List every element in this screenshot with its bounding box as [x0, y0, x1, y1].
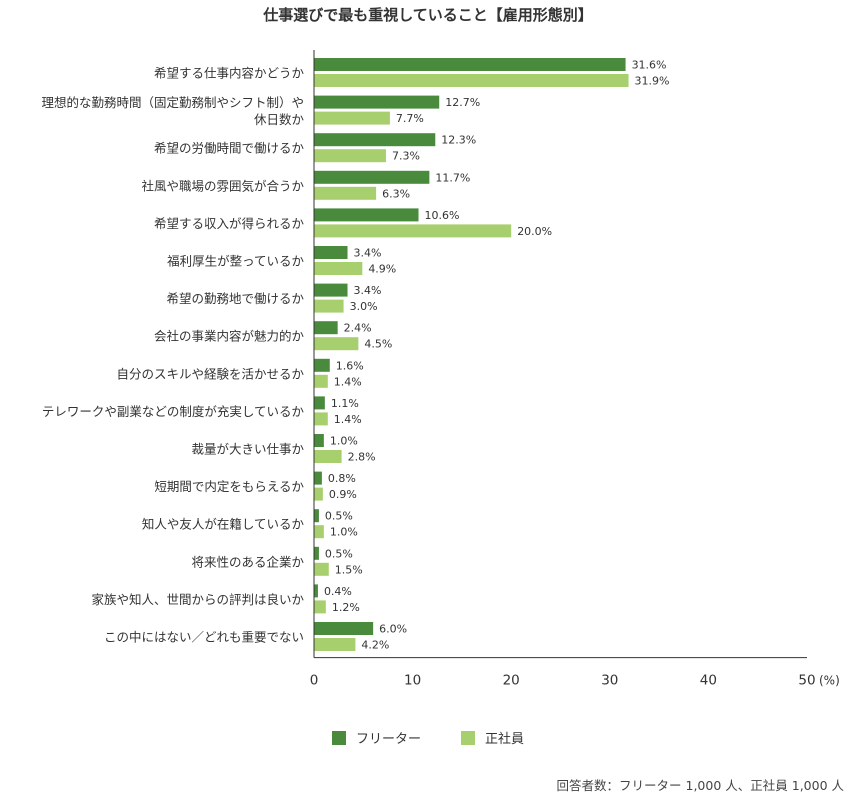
x-tick-label-5: 50 — [798, 673, 815, 689]
category-label-15: この中にはない／どれも重要でない — [104, 630, 304, 645]
category-label-11: 短期間で内定をもらえるか — [154, 479, 304, 494]
bar-freeter-7 — [314, 321, 338, 335]
legend: フリーター 正社員 — [0, 728, 856, 747]
x-tick-label-2: 20 — [503, 673, 520, 689]
bar-freeter-6 — [314, 283, 348, 297]
bar-freeter-14 — [314, 584, 318, 598]
data-label-seishain-6: 3.0% — [350, 300, 378, 313]
data-label-seishain-2: 7.3% — [392, 150, 420, 163]
data-label-freeter-5: 3.4% — [354, 247, 382, 260]
category-label-14: 家族や知人、世間からの評判は良いか — [91, 592, 304, 607]
data-label-seishain-3: 6.3% — [382, 187, 410, 200]
bar-seishain-10 — [314, 450, 342, 463]
x-unit-label: (%) — [819, 674, 840, 688]
x-tick-label-3: 30 — [601, 673, 618, 689]
bar-freeter-11 — [314, 471, 322, 485]
chart-title: 仕事選びで最も重視していること【雇用形態別】 — [263, 6, 593, 24]
category-label-9: テレワークや副業などの制度が充実しているか — [42, 404, 305, 419]
data-label-freeter-13: 0.5% — [325, 547, 353, 560]
data-label-freeter-0: 31.6% — [632, 59, 667, 72]
data-label-seishain-14: 1.2% — [332, 601, 360, 614]
legend-label-seishain: 正社員 — [485, 732, 525, 747]
data-label-seishain-11: 0.9% — [329, 488, 357, 501]
category-label-8: 自分のスキルや経験を活かせるか — [116, 366, 304, 381]
category-label-3: 社風や職場の雰囲気が合うか — [141, 178, 304, 193]
data-label-freeter-10: 1.0% — [330, 435, 358, 448]
bar-seishain-3 — [314, 186, 377, 200]
bar-seishain-6 — [314, 299, 344, 313]
data-label-freeter-9: 1.1% — [331, 397, 359, 410]
data-label-seishain-0: 31.9% — [635, 75, 670, 88]
bar-seishain-13 — [314, 562, 329, 576]
bar-freeter-10 — [314, 434, 324, 447]
x-tick-label-4: 40 — [700, 673, 717, 689]
bar-freeter-13 — [314, 546, 319, 560]
legend-item-seishain: 正社員 — [461, 728, 524, 747]
data-label-seishain-4: 20.0% — [517, 225, 552, 238]
category-label-10: 裁量が大きい仕事か — [191, 442, 304, 457]
bar-freeter-5 — [314, 246, 348, 259]
data-label-freeter-12: 0.5% — [325, 510, 353, 523]
bar-freeter-9 — [314, 396, 325, 410]
legend-swatch-seishain — [461, 730, 475, 745]
bar-freeter-8 — [314, 358, 330, 372]
data-label-freeter-11: 0.8% — [328, 472, 356, 485]
x-tick-label-1: 10 — [404, 673, 421, 689]
bar-freeter-15 — [314, 622, 374, 635]
data-label-seishain-13: 1.5% — [335, 563, 363, 576]
category-label-13: 将来性のある企業か — [191, 554, 304, 569]
bar-seishain-11 — [314, 487, 323, 501]
data-label-freeter-14: 0.4% — [324, 585, 352, 598]
bar-freeter-4 — [314, 208, 419, 222]
category-label-12: 知人や友人が在籍しているか — [142, 517, 305, 532]
data-label-freeter-15: 6.0% — [379, 623, 407, 636]
bar-freeter-2 — [314, 133, 436, 147]
data-label-freeter-2: 12.3% — [441, 134, 476, 147]
bar-seishain-5 — [314, 262, 363, 275]
bar-seishain-7 — [314, 337, 359, 351]
category-label-2: 希望の労働時間で働けるか — [154, 141, 305, 156]
data-label-freeter-6: 3.4% — [354, 284, 382, 297]
legend-swatch-freeter — [331, 730, 346, 745]
data-label-freeter-8: 1.6% — [336, 359, 364, 372]
data-label-freeter-7: 2.4% — [344, 322, 372, 335]
bar-seishain-2 — [314, 149, 386, 163]
data-label-seishain-1: 7.7% — [396, 112, 424, 125]
bar-seishain-0 — [314, 74, 629, 87]
bar-seishain-8 — [314, 374, 328, 388]
category-label-5: 福利厚生が整っているか — [167, 254, 304, 269]
bar-seishain-4 — [314, 224, 512, 238]
data-label-freeter-3: 11.7% — [435, 171, 470, 184]
data-label-seishain-7: 4.5% — [364, 338, 392, 351]
category-label-0: 希望する仕事内容かどうか — [154, 66, 305, 81]
legend-item-freeter: フリーター — [331, 728, 421, 747]
bar-freeter-3 — [314, 170, 430, 184]
data-label-freeter-4: 10.6% — [425, 209, 460, 222]
bar-freeter-0 — [314, 58, 626, 71]
bar-chart: 31.6% 31.9% 希望する仕事内容かどうか 12.7% 7.7% 理想的な勤務時間（… — [41, 50, 840, 689]
bar-seishain-1 — [314, 111, 390, 125]
category-label-1-line-0: 理想的な勤務時間（固定勤務制やシフト制）や — [41, 95, 304, 110]
category-label-1-line-1: 休日数か — [254, 112, 305, 127]
footnote: 回答者数：フリーター 1,000 人、正社員 1,000 人 — [556, 778, 844, 793]
bar-seishain-15 — [314, 638, 356, 651]
data-label-seishain-5: 4.9% — [368, 263, 396, 276]
bar-seishain-14 — [314, 600, 326, 614]
category-label-6: 希望の勤務地で働けるか — [166, 291, 304, 306]
data-label-seishain-9: 1.4% — [334, 413, 362, 426]
bar-seishain-12 — [314, 525, 324, 539]
x-tick-label-0: 0 — [310, 673, 319, 689]
bar-freeter-1 — [314, 95, 440, 109]
bar-freeter-12 — [314, 509, 319, 523]
data-label-seishain-10: 2.8% — [348, 451, 376, 464]
bar-seishain-9 — [314, 412, 328, 426]
data-label-seishain-12: 1.0% — [330, 526, 358, 539]
data-label-freeter-1: 12.7% — [445, 96, 480, 109]
legend-label-freeter: フリーター — [355, 732, 421, 747]
category-label-4: 希望する収入が得られるか — [154, 216, 305, 231]
data-label-seishain-8: 1.4% — [334, 375, 362, 388]
data-label-seishain-15: 4.2% — [361, 639, 389, 652]
category-label-7: 会社の事業内容が魅力的か — [154, 329, 305, 344]
